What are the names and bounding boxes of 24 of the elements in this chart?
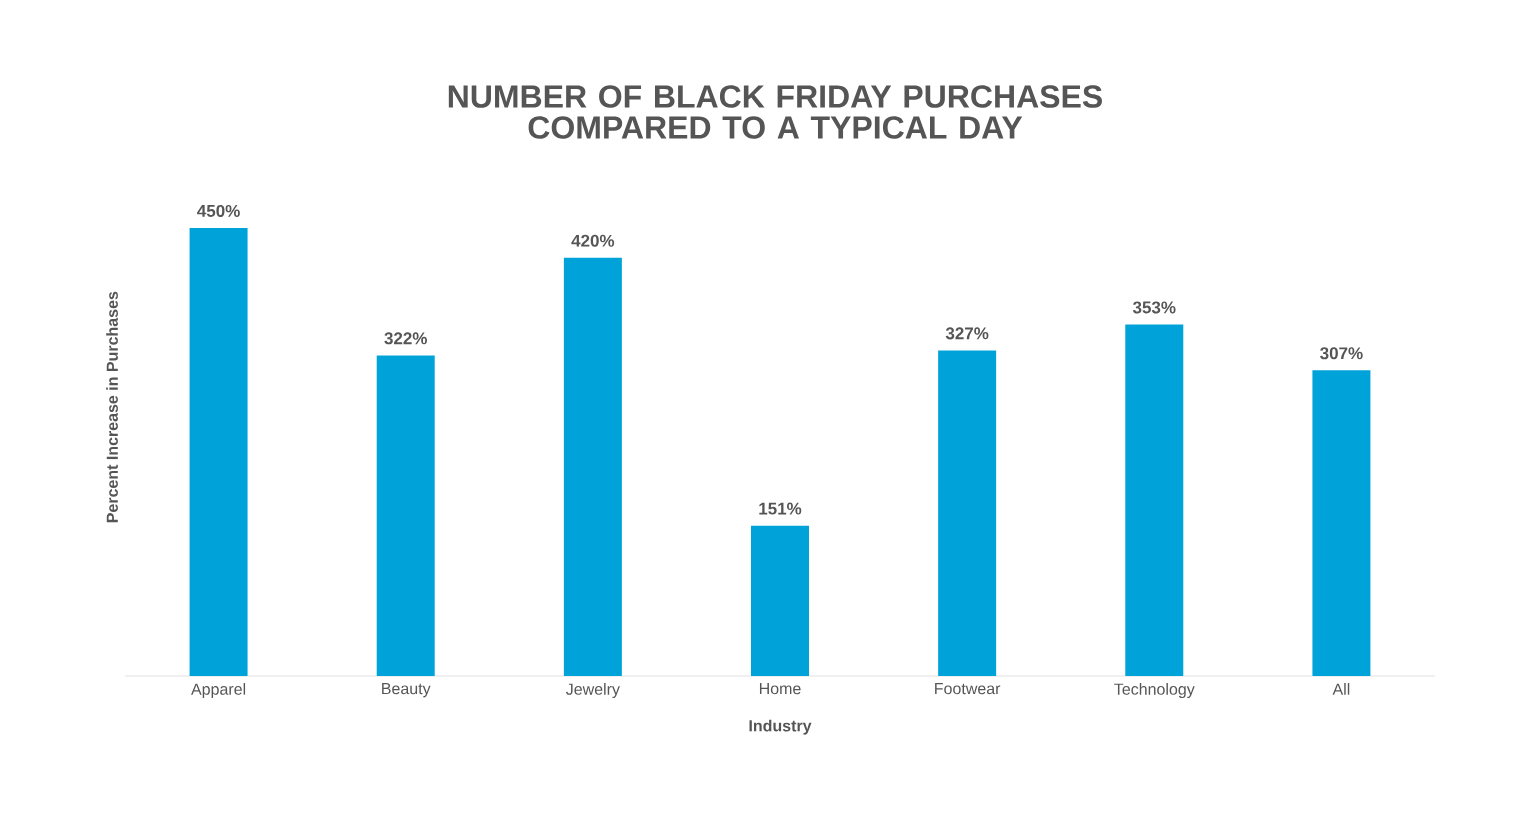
x-tick-label: Beauty <box>382 683 431 698</box>
data-label: 151% <box>759 502 802 515</box>
bar <box>563 257 622 676</box>
x-tick-label: Home <box>759 683 801 695</box>
x-axis-title: Industry <box>749 719 812 735</box>
bar <box>938 350 997 676</box>
x-tick-label: All <box>1332 683 1350 695</box>
data-label: 353% <box>1132 301 1176 314</box>
x-tick-label: Apparel <box>191 683 246 698</box>
data-label: 327% <box>945 327 989 340</box>
x-tick-label: Technology <box>1114 683 1195 698</box>
x-tick-label: Jewelry <box>565 683 620 698</box>
bar <box>189 227 248 676</box>
chart-title: NUMBER OF BLACK FRIDAY PURCHASES COMPARED TO A TYPICAL DAY <box>448 85 1102 139</box>
bar <box>376 355 435 676</box>
data-label: 307% <box>1320 347 1363 360</box>
bar <box>751 525 809 676</box>
data-label: 322% <box>384 332 428 345</box>
data-label: 420% <box>571 234 615 247</box>
data-label: 450% <box>197 204 240 217</box>
x-tick-label: Footwear <box>935 683 1001 695</box>
bar <box>1125 324 1184 676</box>
y-axis-title: Percent Increase in Purchases <box>106 291 118 523</box>
bar <box>1312 370 1371 676</box>
